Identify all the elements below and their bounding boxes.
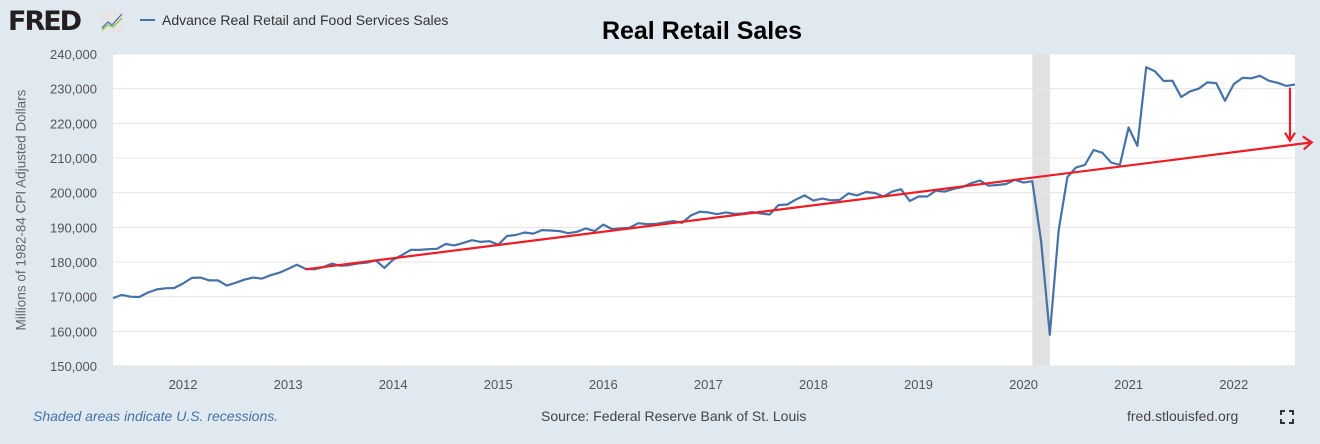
recession-note: Shaded areas indicate U.S. recessions. [33,408,279,424]
x-tick-label: 2019 [904,377,933,392]
x-tick-label: 2013 [274,377,303,392]
x-tick-label: 2015 [484,377,513,392]
y-tick-label: 230,000 [50,82,97,97]
y-tick-label: 170,000 [50,290,97,305]
plot-area [113,54,1295,366]
gap-arrowhead [1284,132,1296,143]
legend-label: Advance Real Retail and Food Services Sa… [162,12,449,28]
x-tick-label: 2017 [694,377,723,392]
y-tick-label: 150,000 [50,359,97,374]
trend-arrowhead [1302,135,1314,151]
y-axis-label: Millions of 1982-84 CPI Adjusted Dollars [13,89,29,331]
trend-line [305,141,1312,271]
fred-chart-icon [100,10,124,32]
recession-band [1032,54,1050,366]
x-tick-label: 2021 [1114,377,1143,392]
x-tick-label: 2016 [589,377,618,392]
x-tick-label: 2014 [379,377,408,392]
y-tick-label: 200,000 [50,186,97,201]
y-tick-label: 160,000 [50,324,97,339]
source-url[interactable]: fred.stlouisfed.org [1127,408,1239,424]
y-tick-label: 210,000 [50,151,97,166]
x-tick-label: 2018 [799,377,828,392]
y-tick-label: 190,000 [50,220,97,235]
x-tick-label: 2022 [1219,377,1248,392]
chart-title: Real Retail Sales [601,17,803,45]
y-tick-label: 180,000 [50,255,97,270]
y-tick-label: 220,000 [50,116,97,131]
legend-swatch [140,19,155,21]
x-tick-label: 2012 [169,377,198,392]
source-text: Source: Federal Reserve Bank of St. Loui… [541,408,807,424]
fullscreen-icon[interactable] [1280,410,1294,424]
y-tick-label: 240,000 [50,47,97,62]
fred-logo[interactable]: FRED [8,6,82,37]
x-tick-label: 2020 [1009,377,1038,392]
legend: Advance Real Retail and Food Services Sa… [140,12,448,28]
